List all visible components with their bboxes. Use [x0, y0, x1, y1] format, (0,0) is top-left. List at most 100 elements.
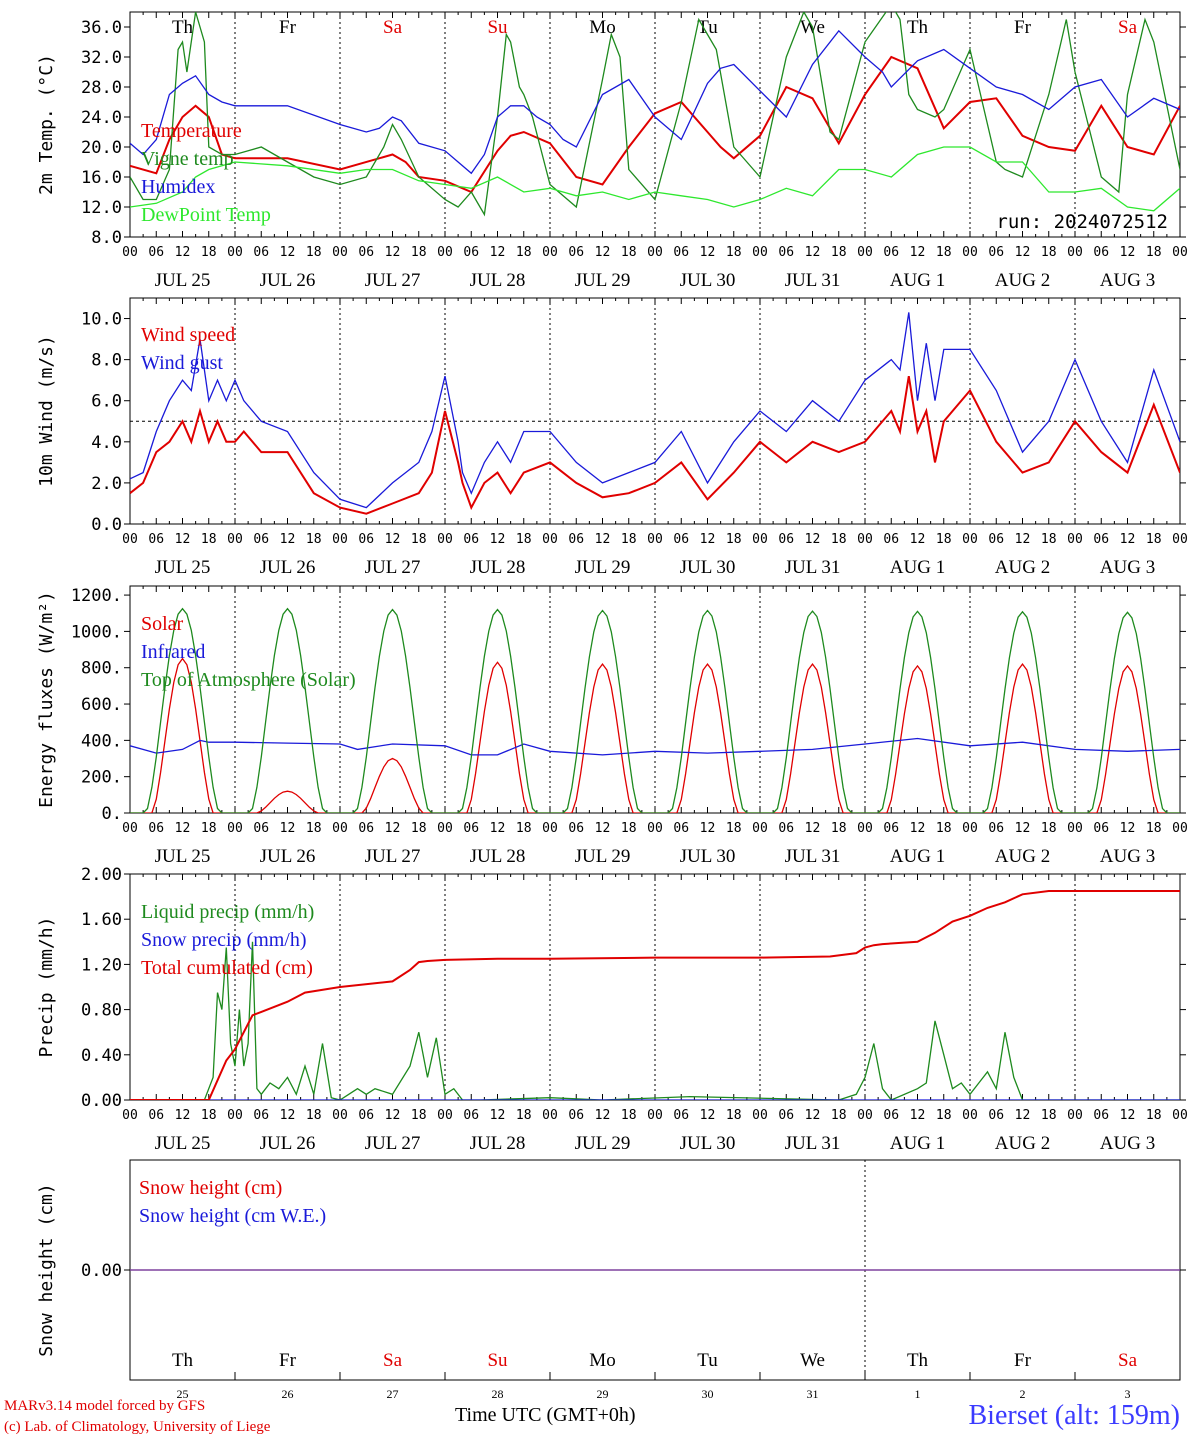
- date-label: AUG 1: [890, 270, 945, 291]
- plot-frame: [129, 585, 1181, 814]
- hour-tick-label: 06: [883, 245, 899, 260]
- hour-tick-label: 00: [122, 245, 138, 260]
- series-line-1: [130, 941, 1180, 1100]
- hour-tick-label: 00: [227, 1108, 243, 1123]
- hour-tick-label: 06: [883, 821, 899, 836]
- date-label: JUL 25: [155, 1133, 211, 1154]
- series-line-3: [130, 29, 1180, 175]
- hour-tick-label: 06: [568, 245, 584, 260]
- date-label: AUG 2: [995, 846, 1050, 867]
- y-tick-label: 0.00: [81, 1261, 122, 1281]
- hour-tick-label: 12: [910, 532, 926, 547]
- date-label: JUL 29: [575, 557, 631, 578]
- weekday-label: Mo: [589, 1350, 615, 1371]
- hour-tick-label: 12: [1120, 245, 1136, 260]
- date-label: AUG 2: [995, 270, 1050, 291]
- series-line-2: [130, 12, 1180, 217]
- hour-tick-label: 00: [1172, 821, 1188, 836]
- date-label: JUL 26: [260, 1133, 316, 1154]
- hour-tick-label: 06: [778, 245, 794, 260]
- hour-tick-label: 06: [1093, 532, 1109, 547]
- hour-tick-label: 18: [936, 245, 952, 260]
- y-tick-label: 1000.: [71, 622, 122, 642]
- date-label: JUL 26: [260, 557, 316, 578]
- hour-tick-label: 18: [726, 1108, 742, 1123]
- hour-tick-label: 12: [175, 821, 191, 836]
- hour-tick-label: 00: [752, 1108, 768, 1123]
- hour-tick-label: 00: [437, 1108, 453, 1123]
- hour-tick-label: 00: [857, 532, 873, 547]
- date-label: JUL 27: [365, 846, 421, 867]
- hour-tick-label: 18: [516, 1108, 532, 1123]
- hour-tick-label: 00: [227, 245, 243, 260]
- day-number-label: 2: [1020, 1387, 1026, 1401]
- hour-tick-label: 18: [1041, 1108, 1057, 1123]
- y-tick-label: 12.0: [81, 198, 122, 218]
- hour-tick-label: 06: [463, 821, 479, 836]
- lab-credit: (c) Lab. of Climatology, University of L…: [4, 1419, 271, 1435]
- series-line-2: [130, 312, 1180, 509]
- hour-tick-label: 06: [673, 245, 689, 260]
- hour-tick-label: 18: [516, 532, 532, 547]
- hour-tick-label: 00: [122, 532, 138, 547]
- legend-entry: Solar: [141, 613, 184, 635]
- day-number-label: 31: [807, 1387, 819, 1401]
- hour-tick-label: 06: [988, 532, 1004, 547]
- hour-tick-label: 18: [411, 1108, 427, 1123]
- hour-tick-label: 00: [437, 245, 453, 260]
- date-label: AUG 3: [1100, 846, 1155, 867]
- hour-tick-label: 12: [175, 532, 191, 547]
- hour-tick-label: 18: [306, 245, 322, 260]
- y-axis-title: Precip (mm/h): [36, 917, 57, 1058]
- legend-entry: Vigne temp: [141, 148, 234, 170]
- date-label: JUL 31: [785, 846, 841, 867]
- y-tick-label: 2.00: [81, 865, 122, 885]
- hour-tick-label: 06: [463, 1108, 479, 1123]
- weekday-label: Fr: [1014, 1350, 1032, 1371]
- hour-tick-label: 00: [1067, 532, 1083, 547]
- y-tick-label: 0.0: [91, 515, 122, 535]
- hour-tick-label: 12: [490, 821, 506, 836]
- hour-tick-label: 00: [962, 532, 978, 547]
- y-tick-label: 0.80: [81, 1001, 122, 1021]
- hour-tick-label: 00: [1067, 1108, 1083, 1123]
- legend-entry: Wind gust: [141, 352, 223, 374]
- date-label: JUL 29: [575, 270, 631, 291]
- y-tick-label: 1.20: [81, 955, 122, 975]
- hour-tick-label: 06: [148, 245, 164, 260]
- hour-tick-label: 06: [568, 1108, 584, 1123]
- hour-tick-label: 18: [1146, 532, 1162, 547]
- hour-tick-label: 06: [358, 532, 374, 547]
- weekday-label: Th: [172, 17, 194, 38]
- hour-tick-label: 18: [411, 245, 427, 260]
- hour-tick-label: 12: [595, 532, 611, 547]
- date-label: AUG 3: [1100, 1133, 1155, 1154]
- hour-tick-label: 00: [227, 821, 243, 836]
- hour-tick-label: 00: [647, 245, 663, 260]
- hour-tick-label: 00: [332, 821, 348, 836]
- date-label: JUL 25: [155, 270, 211, 291]
- hour-tick-label: 06: [358, 821, 374, 836]
- date-label: AUG 3: [1100, 557, 1155, 578]
- hour-tick-label: 06: [253, 821, 269, 836]
- series-group: [130, 312, 1180, 515]
- weekday-label: Mo: [589, 17, 615, 38]
- weekday-label: Th: [172, 1350, 194, 1371]
- hour-tick-label: 12: [280, 821, 296, 836]
- day-number-label: 30: [702, 1387, 714, 1401]
- hour-tick-label: 00: [857, 1108, 873, 1123]
- hour-tick-label: 00: [857, 821, 873, 836]
- hour-tick-label: 00: [752, 821, 768, 836]
- hour-tick-label: 12: [1120, 532, 1136, 547]
- series-line-1: [130, 375, 1180, 515]
- hour-tick-label: 18: [621, 245, 637, 260]
- y-tick-label: 0.40: [81, 1046, 122, 1066]
- hour-tick-label: 00: [647, 821, 663, 836]
- hour-tick-label: 12: [910, 821, 926, 836]
- date-label: JUL 31: [785, 270, 841, 291]
- hour-tick-label: 12: [385, 532, 401, 547]
- hour-tick-label: 18: [1146, 1108, 1162, 1123]
- hour-tick-label: 18: [306, 821, 322, 836]
- plot-frame: [129, 297, 1181, 525]
- hour-tick-label: 00: [752, 532, 768, 547]
